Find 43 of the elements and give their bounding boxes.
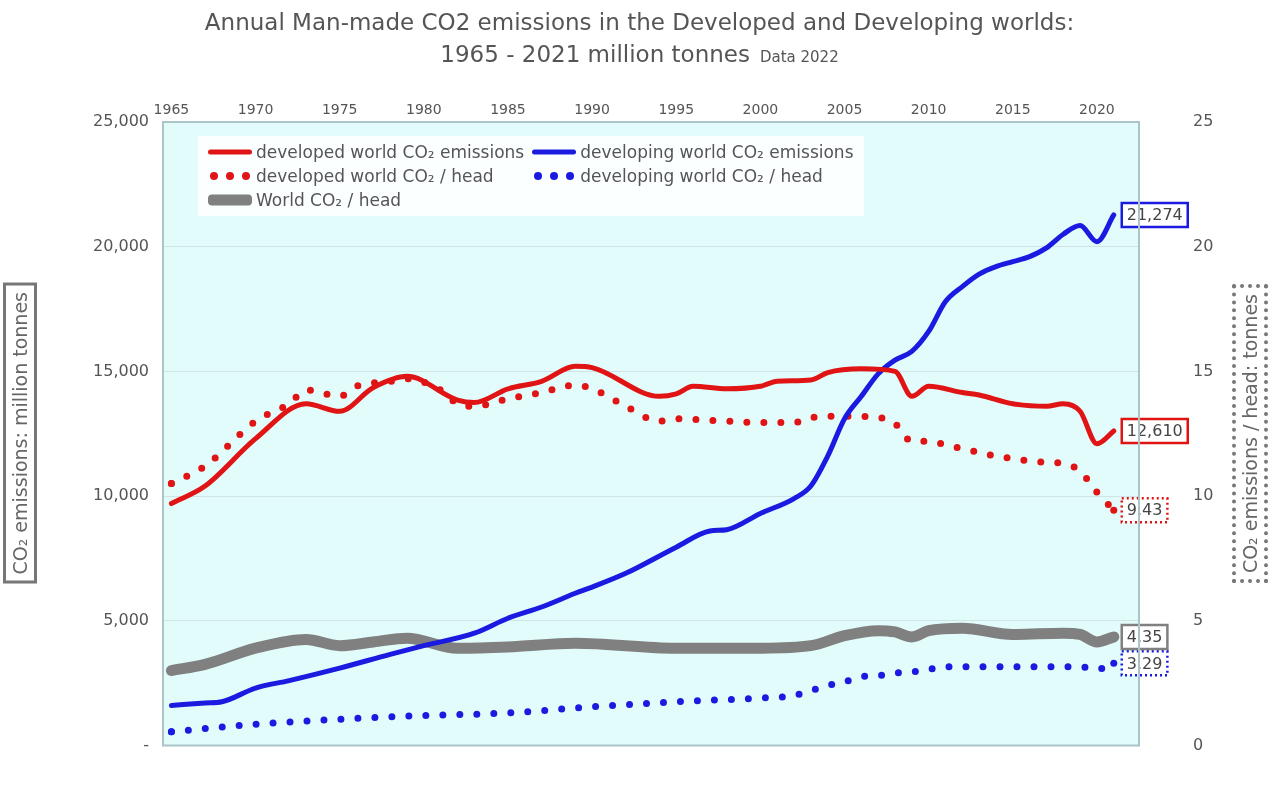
x-tick-label: 1995 <box>658 101 695 118</box>
chart-title: Annual Man-made CO2 emissions in the Developed and Developing worlds: <box>203 8 1076 37</box>
data-label: 21,274 <box>1126 205 1183 225</box>
data-label: 3.29 <box>1126 653 1163 673</box>
y2-tick-label: 15 <box>1193 360 1214 380</box>
point <box>167 728 175 736</box>
point <box>1110 659 1118 667</box>
y2-tick-label: 25 <box>1193 111 1214 131</box>
data-label: 9.43 <box>1126 500 1163 520</box>
y2-tick-label: 5 <box>1193 609 1204 629</box>
y2-tick-label: 20 <box>1193 235 1214 255</box>
y2-tick-label: 0 <box>1193 734 1204 754</box>
y-tick-label: 10,000 <box>93 485 149 505</box>
legend-label: developed world CO₂ / head <box>256 166 494 186</box>
y2-tick-label: 10 <box>1193 485 1214 505</box>
x-tick-label: 2020 <box>1079 101 1115 118</box>
legend-label: developed world CO₂ emissions <box>256 142 525 162</box>
text: Data 2022 <box>759 48 839 66</box>
x-tick-label: 1985 <box>490 101 526 118</box>
x-tick-label: 2005 <box>826 101 863 118</box>
x-tick-label: 2000 <box>742 101 779 118</box>
y-tick-label: 25,000 <box>93 111 149 131</box>
y-tick-label: 20,000 <box>93 235 149 255</box>
point <box>167 480 175 488</box>
x-tick-label: 2015 <box>994 101 1031 118</box>
y-tick-label: - <box>143 734 149 754</box>
x-tick-label: 2010 <box>910 101 947 118</box>
y-tick-label: 15,000 <box>93 360 149 380</box>
data-label: 4.35 <box>1126 627 1163 647</box>
x-tick-label: 1975 <box>321 101 358 118</box>
point <box>1110 506 1118 514</box>
chart-subtitle: 1965 - 2021 million tonnes <box>440 41 750 67</box>
y-axis-title: CO₂ emissions: million tonnes <box>3 283 37 584</box>
y2-axis-title: CO₂ emissions / head: tonnes <box>1232 284 1268 584</box>
data-label: 12,610 <box>1126 421 1183 441</box>
legend-label: developing world CO₂ emissions <box>580 142 854 162</box>
legend-label: World CO₂ / head <box>256 190 402 210</box>
x-tick-label: 1965 <box>153 101 190 118</box>
x-tick-label: 1980 <box>406 101 442 118</box>
y-tick-label: 5,000 <box>103 609 149 629</box>
x-tick-label: 1990 <box>574 101 610 118</box>
legend-label: developing world CO₂ / head <box>580 166 823 186</box>
x-tick-label: 1970 <box>237 101 274 118</box>
